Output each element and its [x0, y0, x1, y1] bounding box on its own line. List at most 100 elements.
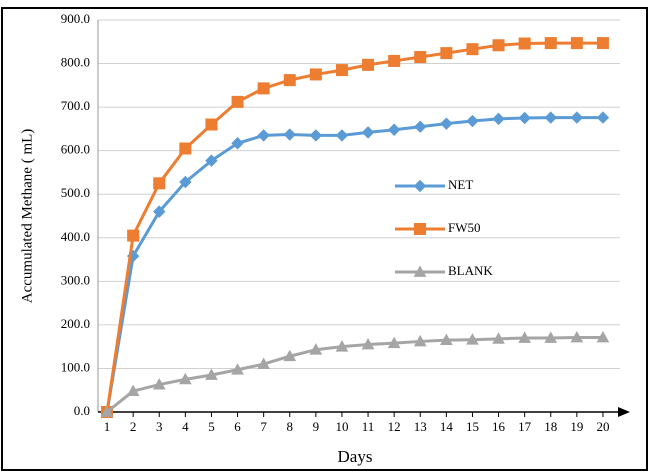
point — [335, 129, 349, 142]
point — [179, 142, 192, 155]
y-tick-label: 200.0 — [61, 316, 90, 331]
point — [466, 43, 479, 56]
point — [544, 331, 558, 343]
legend-label: FW50 — [448, 220, 481, 235]
point — [127, 229, 140, 242]
point — [492, 332, 505, 344]
point — [518, 331, 531, 343]
y-tick-label: 300.0 — [61, 272, 90, 287]
y-tick-label: 0.0 — [74, 403, 90, 418]
point — [440, 47, 453, 60]
point — [387, 123, 401, 136]
series-line — [105, 41, 603, 413]
legend-marker — [414, 223, 426, 235]
x-tick-label: 3 — [156, 419, 163, 434]
x-tick-label: 14 — [440, 419, 454, 434]
x-tick-label: 6 — [234, 419, 241, 434]
point — [283, 74, 296, 87]
point — [205, 118, 218, 131]
point — [361, 337, 375, 350]
x-tick-label: 17 — [518, 419, 532, 434]
point — [570, 330, 584, 343]
point — [231, 363, 244, 375]
point — [309, 129, 323, 142]
legend-marker — [413, 265, 427, 277]
point — [414, 120, 427, 133]
y-tick-label: 700.0 — [61, 98, 90, 113]
point — [388, 54, 401, 67]
point — [100, 405, 114, 417]
point — [283, 128, 296, 141]
x-tick-label: 16 — [492, 419, 506, 434]
x-tick-label: 18 — [544, 419, 557, 434]
y-tick-label: 600.0 — [61, 142, 90, 157]
x-tick-label: 7 — [260, 419, 267, 434]
point — [596, 330, 610, 343]
x-tick-label: 9 — [313, 419, 320, 434]
point — [596, 111, 610, 124]
point — [387, 336, 401, 349]
point — [335, 64, 348, 77]
x-tick-label: 12 — [388, 419, 401, 434]
point — [309, 343, 323, 355]
point — [466, 114, 479, 128]
series-line — [105, 116, 603, 413]
x-tick-label: 13 — [414, 419, 427, 434]
point — [544, 111, 557, 124]
point — [466, 333, 479, 345]
x-tick-label: 4 — [182, 419, 189, 434]
x-tick-label: 2 — [130, 419, 137, 434]
point — [335, 340, 349, 352]
point — [414, 51, 427, 64]
y-axis-title: Accumulated Methane ( mL) — [19, 129, 35, 304]
point — [518, 111, 531, 125]
point — [413, 334, 427, 347]
point — [257, 82, 270, 95]
point — [309, 68, 322, 81]
point — [440, 333, 453, 346]
point — [492, 112, 505, 126]
y-tick-label: 400.0 — [61, 229, 90, 244]
point — [544, 37, 557, 50]
x-tick-label: 11 — [362, 419, 375, 434]
x-tick-label: 8 — [287, 419, 294, 434]
point — [518, 37, 531, 50]
point — [152, 378, 166, 390]
frame — [1, 7, 648, 471]
x-tick-label: 15 — [466, 419, 479, 434]
point — [570, 111, 584, 124]
x-axis-title: Days — [338, 447, 373, 466]
x-tick-label: 10 — [335, 419, 348, 434]
x-tick-label: 5 — [208, 419, 215, 434]
point — [596, 37, 609, 50]
legend-label: BLANK — [448, 263, 493, 278]
y-tick-label: 500.0 — [61, 185, 90, 200]
point — [362, 58, 375, 71]
legend-label: NET — [448, 177, 473, 192]
point — [257, 357, 270, 369]
y-tick-label: 100.0 — [61, 359, 90, 374]
point — [492, 39, 505, 52]
x-axis-arrow — [618, 407, 630, 417]
x-tick-label: 20 — [596, 419, 609, 434]
point — [231, 95, 244, 108]
point — [570, 37, 583, 50]
series-line — [106, 336, 603, 414]
point — [205, 368, 218, 380]
y-tick-label: 800.0 — [61, 55, 90, 70]
point — [361, 126, 375, 139]
point — [440, 117, 453, 130]
point — [283, 349, 297, 362]
point — [153, 205, 166, 218]
point — [179, 175, 192, 189]
point — [231, 137, 244, 150]
x-tick-label: 1 — [104, 419, 111, 434]
x-tick-label: 19 — [570, 419, 583, 434]
point — [153, 177, 166, 190]
point — [257, 129, 270, 142]
legend-marker — [413, 179, 427, 193]
point — [126, 384, 140, 396]
y-tick-label: 900.0 — [61, 11, 90, 26]
point — [179, 372, 192, 385]
